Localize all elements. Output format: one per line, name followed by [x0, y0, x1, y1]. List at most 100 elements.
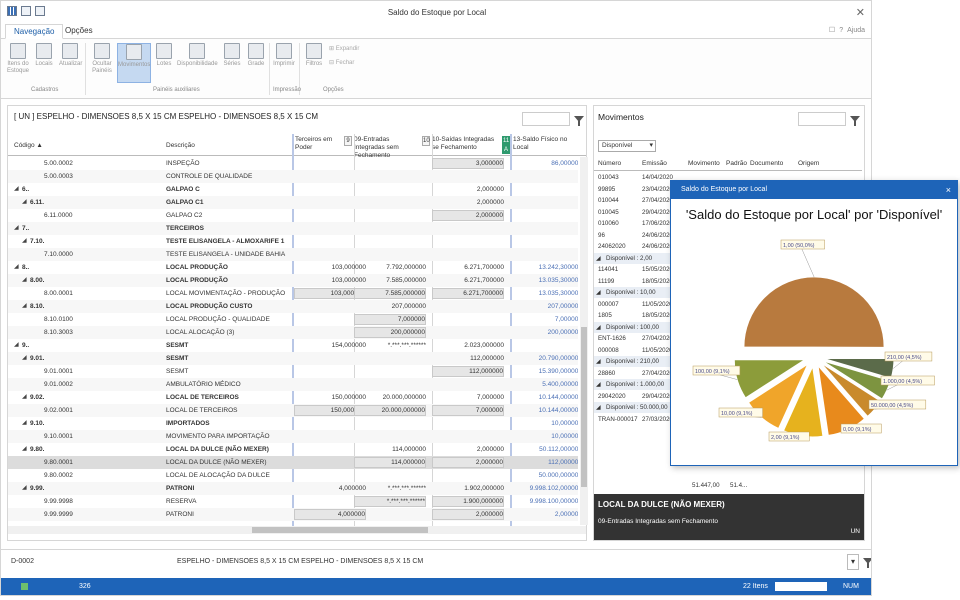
col-documento[interactable]: Documento — [750, 160, 784, 167]
table-row[interactable]: ◢ 9.01. SESMT 112,000000 20.790,000000 — [8, 352, 578, 365]
imprimir-button[interactable]: Imprimir — [273, 43, 295, 68]
group-by-combo[interactable]: Disponível — [598, 140, 656, 152]
tree-expand-icon[interactable]: ◢ — [596, 381, 601, 388]
col-padrao[interactable]: Padrão — [726, 160, 747, 167]
tree-expand-icon[interactable]: ◢ — [596, 404, 601, 411]
tree-expand-icon[interactable]: ◢ — [22, 446, 27, 452]
tree-expand-icon[interactable]: ◢ — [22, 277, 27, 283]
list-item[interactable]: 11199 18/05/2020 — [594, 276, 862, 287]
table-row[interactable]: ◢ 9.99. PATRONI 4,000000 *.***.***.****** 1.9… — [8, 482, 578, 495]
movimentos-filter-box[interactable] — [798, 112, 846, 126]
tree-expand-icon[interactable]: ◢ — [22, 199, 27, 205]
list-item[interactable]: 010044 27/04/2020 — [594, 195, 862, 206]
help-label[interactable]: Ajuda — [847, 26, 865, 34]
table-row[interactable]: 9.10.0001 MOVIMENTO PARA IMPORTAÇÃO 10,000… — [8, 430, 578, 443]
table-row[interactable]: ◢ 7.. TERCEIROS — [8, 222, 578, 235]
trash-icon[interactable] — [35, 6, 45, 16]
disponibilidade-button[interactable]: Disponibilidade — [177, 43, 218, 68]
tab-opcoes[interactable]: Opções — [65, 26, 93, 35]
grid-filter-box[interactable] — [522, 112, 570, 126]
table-row[interactable]: 5.00.0002 INSPEÇÃO 3,000000 86,000000 — [8, 157, 578, 170]
app-grid-icon[interactable] — [7, 6, 17, 16]
scroll-thumb-h[interactable] — [252, 527, 428, 533]
list-item[interactable]: 24062020 24/06/2020 — [594, 241, 862, 252]
scroll-thumb[interactable] — [581, 327, 587, 487]
table-row[interactable]: ◢ 9.. SESMT 154,000000 *.***.***.****** 2.023… — [8, 339, 578, 352]
grid-vertical-scrollbar[interactable] — [580, 157, 588, 525]
table-row[interactable]: ◢ 8.. LOCAL PRODUÇÃO 103,000000 7.792,000000… — [8, 261, 578, 274]
table-row[interactable]: ◢ 8.00. LOCAL PRODUÇÃO 103,000000 7.585,0000… — [8, 274, 578, 287]
list-item[interactable]: ENT-1626 27/04/2020 — [594, 333, 862, 344]
tree-expand-icon[interactable]: ◢ — [22, 485, 27, 491]
tree-expand-icon[interactable]: ◢ — [22, 355, 27, 361]
filtros-button[interactable]: Filtros — [303, 43, 325, 68]
col-saldo[interactable]: 13-Saldo Físico no Local — [513, 136, 568, 151]
tree-expand-icon[interactable]: ◢ — [22, 238, 27, 244]
table-row[interactable]: 9.02.0001 LOCAL DE TERCEIROS 150,000000 20.… — [8, 404, 578, 417]
col-saidas[interactable]: 10-Saídas Integradas se Fechamento — [432, 136, 495, 151]
list-item[interactable]: 114041 15/05/2020 — [594, 264, 862, 275]
list-item[interactable]: 010045 29/04/2020 — [594, 207, 862, 218]
col-entradas[interactable]: 09-Entradas Integradas sem Fechamento — [354, 136, 399, 159]
list-item[interactable]: 010043 14/04/2020 — [594, 172, 862, 183]
table-row[interactable]: 9.99.9998 RESERVA *.***.***.****** 1.900,00… — [8, 495, 578, 508]
tree-expand-icon[interactable]: ◢ — [22, 303, 27, 309]
table-row[interactable]: 9.99.9999 PATRONI 4,000000 2,000000 2,000000 — [8, 508, 578, 521]
table-row[interactable]: 8.10.0100 LOCAL PRODUÇÃO - QUALIDADE 7,000… — [8, 313, 578, 326]
tree-expand-icon[interactable]: ◢ — [22, 394, 27, 400]
itens-estoque-button[interactable]: Itens do Estoque — [7, 43, 29, 75]
help-area[interactable]: ☐ ? Ajuda — [828, 26, 865, 35]
col-movimento[interactable]: Movimento — [688, 160, 720, 167]
locais-button[interactable]: Locais — [33, 43, 55, 68]
col-emissao[interactable]: Emissão — [642, 160, 667, 167]
list-item[interactable]: TRAN-000017 27/03/2020 — [594, 414, 862, 425]
grid-horizontal-scrollbar[interactable] — [8, 526, 586, 534]
list-item[interactable]: 010060 17/06/2020 — [594, 218, 862, 229]
pie-slice[interactable] — [743, 276, 885, 348]
fechar-button[interactable]: ⊟ Fechar — [329, 60, 355, 66]
tree-expand-icon[interactable]: ◢ — [14, 264, 19, 270]
table-row[interactable]: ◢9.10. IMPORTADOS 10,000000 — [8, 417, 578, 430]
col-10-badge[interactable]: 10 — [422, 136, 430, 146]
table-row[interactable]: ◢ 6.. GALPAO C 2,000000 — [8, 183, 578, 196]
list-item[interactable]: 29042020 29/04/2020 — [594, 391, 862, 402]
col-terceiros[interactable]: Terceiros em Poder — [295, 136, 333, 151]
ocultar-paineis-button[interactable]: Ocultar Painéis — [91, 43, 113, 75]
table-row[interactable]: ◢ 9.02. LOCAL DE TERCEIROS 150,000000 20.000… — [8, 391, 578, 404]
pie-slice[interactable] — [748, 363, 809, 429]
movimentos-filter-icon[interactable] — [850, 116, 860, 126]
table-row[interactable]: ◢ 6.11. GALPAO C1 2,000000 — [8, 196, 578, 209]
table-row[interactable]: 7.10.0000 TESTE ELISANGELA - UNIDADE BAHI… — [8, 248, 578, 261]
list-item[interactable]: 99895 23/04/2020 — [594, 184, 862, 195]
table-row[interactable]: 8.10.3003 LOCAL ALOCAÇÃO (3) 200,000000 200… — [8, 326, 578, 339]
window-icon[interactable] — [21, 6, 31, 16]
col-9-badge[interactable]: 9 — [344, 136, 352, 146]
tree-expand-icon[interactable]: ◢ — [14, 342, 19, 348]
grade-button[interactable]: Grade — [245, 43, 267, 68]
window-mode-icon[interactable]: ☐ — [828, 27, 836, 34]
popup-close-icon[interactable]: × — [945, 185, 951, 195]
close-icon[interactable]: ✕ — [855, 7, 865, 19]
help-icon[interactable]: ? — [839, 26, 844, 34]
movimentos-button[interactable]: Movimentos — [117, 43, 151, 83]
col-origem[interactable]: Origem — [798, 160, 820, 167]
lotes-button[interactable]: Lotes — [153, 43, 175, 68]
tree-expand-icon[interactable]: ◢ — [596, 254, 601, 262]
series-button[interactable]: Séries — [221, 43, 243, 68]
tab-navegacao[interactable]: Navegação — [5, 24, 64, 39]
tree-expand-icon[interactable]: ◢ — [596, 289, 601, 296]
col-11-badge[interactable]: 11 A — [502, 136, 510, 154]
tree-expand-icon[interactable]: ◢ — [596, 323, 601, 331]
bottom-filter-icon[interactable] — [863, 558, 871, 568]
list-item[interactable]: 000008 11/05/2020 — [594, 345, 862, 356]
table-row[interactable]: 9.01.0001 SESMT 112,000000 15.390,000000 — [8, 365, 578, 378]
table-row[interactable]: 9.01.0002 AMBULATÓRIO MÉDICO 5.400,000000 — [8, 378, 578, 391]
list-item[interactable]: 28860 27/04/2020 — [594, 368, 862, 379]
table-row[interactable]: 8.00.0001 LOCAL MOVIMENTAÇÃO - PRODUÇÃO 10… — [8, 287, 578, 300]
list-item[interactable]: 1805 18/05/2020 — [594, 310, 862, 321]
atualizar-button[interactable]: Atualizar — [59, 43, 82, 68]
col-codigo[interactable]: Código ▲ — [14, 142, 43, 149]
list-item[interactable]: 000007 11/05/2020 — [594, 299, 862, 310]
tree-expand-icon[interactable]: ◢ — [14, 225, 19, 231]
filter-icon[interactable] — [574, 116, 584, 126]
